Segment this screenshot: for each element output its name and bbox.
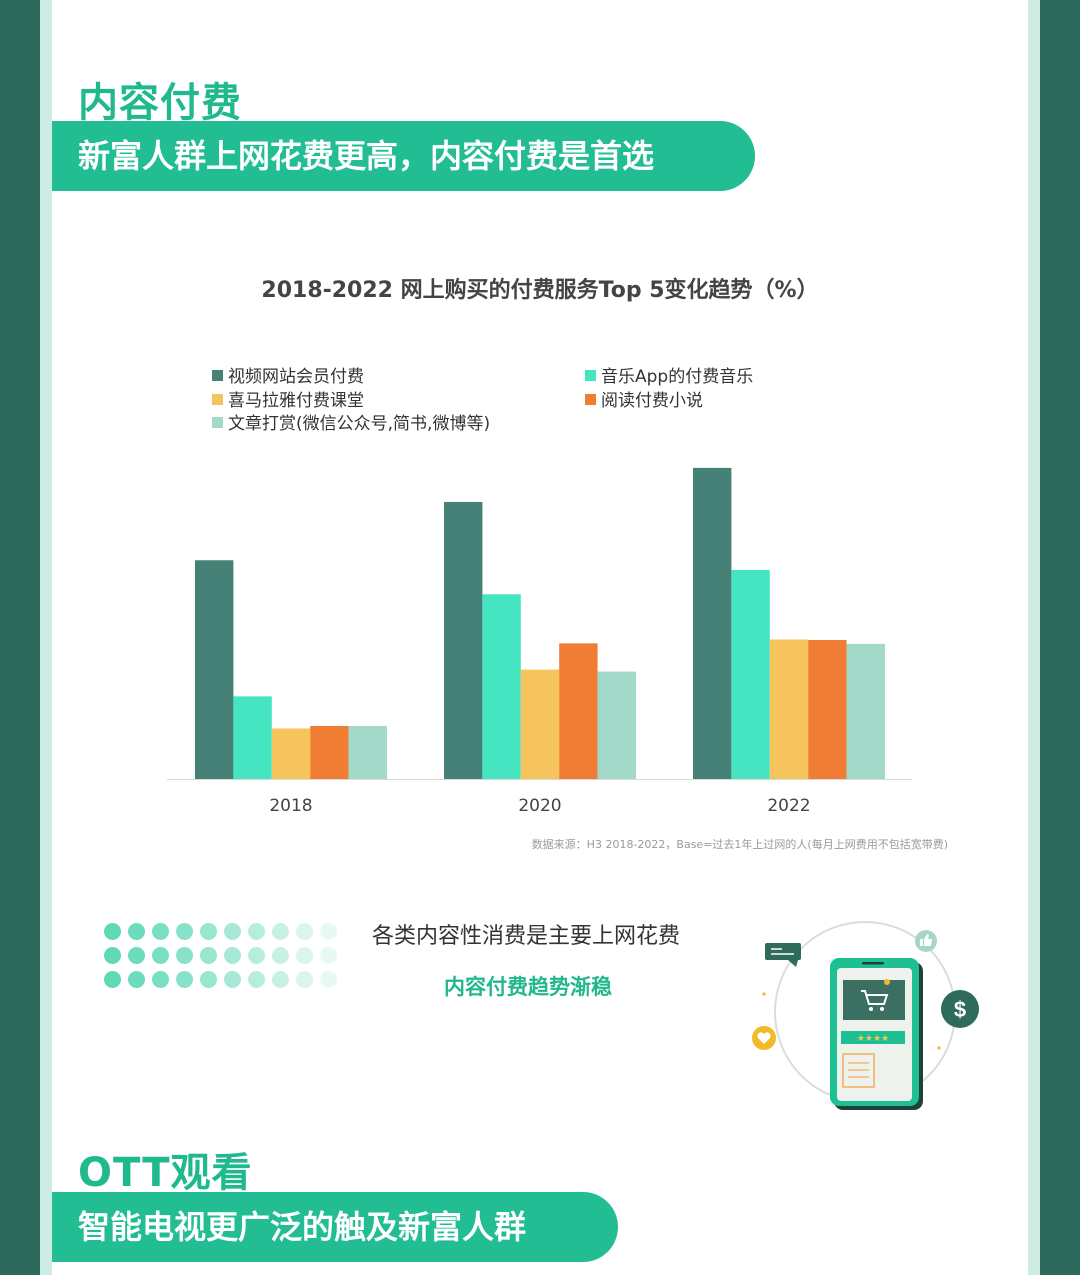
decor-dot — [272, 971, 289, 988]
decor-dot — [152, 971, 169, 988]
section-title-content-payment: 内容付费 — [78, 80, 242, 126]
chat-bubble-icon — [765, 943, 801, 967]
left-frame-accent — [40, 0, 52, 1275]
bar — [520, 669, 560, 779]
legend-label: 阅读付费小说 — [601, 391, 703, 411]
legend-swatch — [212, 394, 223, 405]
legend-item: 文章打赏(微信公众号,简书,微博等) — [212, 409, 490, 434]
decor-dot — [104, 923, 121, 940]
legend-item: 音乐App的付费音乐 — [585, 362, 753, 387]
right-frame-accent — [1028, 0, 1040, 1275]
decor-dot — [104, 947, 121, 964]
legend-item: 喜马拉雅付费课堂 — [212, 386, 364, 411]
legend-swatch — [212, 370, 223, 381]
bar — [769, 639, 809, 779]
section-banner-content-payment: 新富人群上网花费更高，内容付费是首选 — [52, 121, 755, 191]
bar — [731, 569, 770, 779]
dollar-icon: $ — [941, 990, 979, 1028]
bar — [482, 594, 521, 779]
rating-stars-icon: ★★★★ — [841, 1031, 905, 1044]
x-tick-label: 2018 — [269, 796, 312, 816]
section-title-ott: OTT观看 — [78, 1150, 253, 1196]
callout-text: 各类内容性消费是主要上网花费 — [372, 924, 681, 949]
bar — [846, 643, 885, 779]
thumbs-up-icon — [915, 930, 937, 952]
legend-item: 阅读付费小说 — [585, 386, 703, 411]
decor-dot — [176, 947, 193, 964]
shopping-cart-icon — [843, 979, 905, 1020]
legend-swatch — [585, 370, 596, 381]
decor-dot — [248, 947, 265, 964]
decor-dot — [176, 923, 193, 940]
decor-dot — [248, 923, 265, 940]
bar — [444, 501, 483, 779]
section-banner-ott: 智能电视更广泛的触及新富人群 — [52, 1192, 618, 1262]
legend-label: 音乐App的付费音乐 — [601, 367, 754, 387]
legend-label: 视频网站会员付费 — [228, 367, 364, 387]
phone-shopping-illustration: $ ★★★★ — [752, 921, 979, 1110]
decor-dot — [320, 947, 337, 964]
decor-dot — [296, 971, 313, 988]
decor-dot — [296, 947, 313, 964]
bar — [693, 467, 732, 779]
decor-dot — [272, 923, 289, 940]
decor-dot — [272, 947, 289, 964]
decor-dot — [152, 947, 169, 964]
callout-highlight: 内容付费趋势渐稳 — [444, 975, 612, 999]
decor-dot — [128, 923, 145, 940]
legend-item: 视频网站会员付费 — [212, 362, 364, 387]
decor-dot — [152, 923, 169, 940]
decor-dot — [200, 947, 217, 964]
bar — [808, 639, 847, 779]
decor-dot — [248, 971, 265, 988]
chart-title: 2018-2022 网上购买的付费服务Top 5变化趋势（%） — [261, 278, 819, 303]
svg-text:$: $ — [954, 997, 966, 1022]
legend-label: 文章打赏(微信公众号,简书,微博等) — [228, 414, 491, 434]
bar — [597, 671, 636, 779]
decor-dot — [320, 971, 337, 988]
legend-label: 喜马拉雅付费课堂 — [228, 391, 364, 411]
decor-dot — [224, 947, 241, 964]
decor-dot — [104, 971, 121, 988]
bar — [195, 560, 234, 779]
legend-swatch — [585, 394, 596, 405]
source-note: 数据来源：H3 2018-2022，Base=过去1年上过网的人(每月上网费用不… — [531, 838, 948, 851]
decor-dot — [128, 971, 145, 988]
decor-dot — [224, 923, 241, 940]
decor-dot — [320, 923, 337, 940]
bar-chart: 2018 2020 2022 — [167, 467, 912, 816]
decor-dot — [200, 971, 217, 988]
decor-dot — [176, 971, 193, 988]
decor-dot — [224, 971, 241, 988]
x-tick-label: 2022 — [767, 796, 810, 816]
decor-dot — [296, 923, 313, 940]
heart-icon — [752, 1026, 776, 1050]
document-icon — [842, 1053, 875, 1088]
bar — [233, 696, 272, 779]
bar — [348, 726, 387, 779]
legend-swatch — [212, 417, 223, 428]
decor-dot — [128, 947, 145, 964]
x-tick-label: 2020 — [518, 796, 561, 816]
decor-dot — [200, 923, 217, 940]
svg-text:★★★★: ★★★★ — [857, 1034, 889, 1044]
bar — [271, 728, 311, 779]
bar — [559, 643, 598, 779]
bar — [310, 726, 349, 779]
